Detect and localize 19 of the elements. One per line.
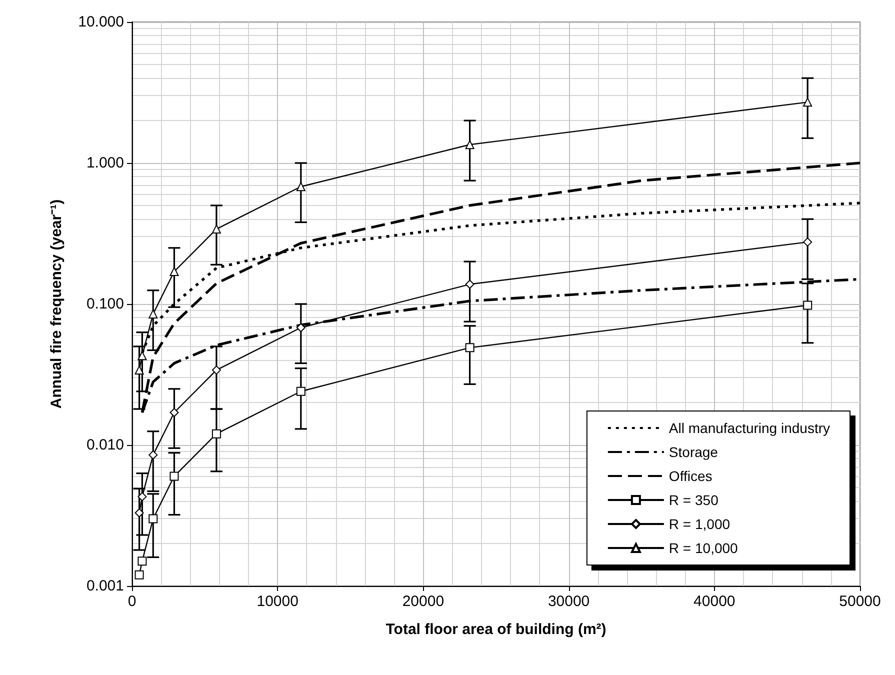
y-tick-label: 0.001 xyxy=(86,578,124,594)
legend-label: Storage xyxy=(668,444,718,460)
y-tick-label: 10.000 xyxy=(78,14,124,30)
legend-label: Offices xyxy=(668,468,712,484)
x-tick-label: 40000 xyxy=(694,593,736,610)
legend-label: R = 350 xyxy=(668,492,719,508)
legend-label: All manufacturing industry xyxy=(668,420,830,436)
x-axis-title: Total floor area of building (m²) xyxy=(386,621,606,638)
x-tick-label: 0 xyxy=(128,593,136,610)
y-axis-title: Annual fire frequency (year⁻¹) xyxy=(48,199,65,409)
legend-label: R = 10,000 xyxy=(668,540,738,556)
y-tick-label: 0.100 xyxy=(86,296,124,312)
x-tick-label: 10000 xyxy=(256,593,298,610)
y-tick-label: 1.000 xyxy=(86,154,124,172)
x-tick-label: 30000 xyxy=(548,593,590,610)
x-tick-label: 50000 xyxy=(839,593,881,610)
x-tick-label: 20000 xyxy=(402,593,444,610)
legend-label: R = 1,000 xyxy=(668,516,730,532)
y-tick-label: 0.010 xyxy=(86,436,124,454)
